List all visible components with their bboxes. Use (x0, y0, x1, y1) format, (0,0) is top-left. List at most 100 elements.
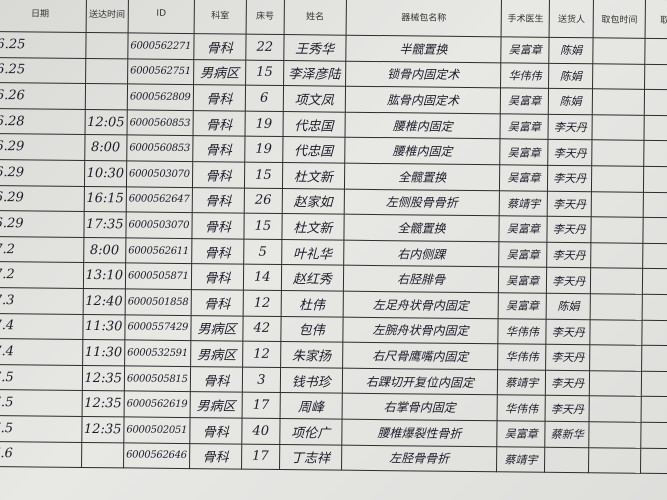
cell-instrument-package: 全髋置换 (344, 163, 501, 191)
cell-instrument-package: 左足舟状骨内固定 (342, 291, 499, 319)
cell-delivery-time: 17:35 (83, 211, 127, 238)
cell-department: 骨科 (193, 84, 246, 111)
cell-id: 6000502051 (123, 416, 191, 444)
cell-instrument-package: 右内侧踝 (343, 239, 500, 268)
cell-department: 骨科 (191, 212, 245, 239)
cell-date: 7.4 (0, 338, 83, 366)
cell-id: 6000557429 (124, 314, 192, 341)
cell-pickup-time (591, 165, 644, 192)
cell-date: 7.6 (0, 440, 82, 468)
cell-surgeon: 吴富章 (498, 292, 547, 319)
cell-instrument-package: 肱骨内固定术 (344, 86, 501, 114)
cell-surgeon: 蔡靖宇 (497, 369, 546, 396)
cell-patient-name: 朱家扬 (280, 341, 343, 368)
cell-patient-name: 赵红秀 (281, 264, 344, 292)
cell-bed-number: 12 (243, 290, 282, 317)
cell-pickup-time (591, 191, 644, 218)
cell-surgeon: 华伟伟 (500, 62, 550, 89)
cell-date: 6.29 (0, 159, 85, 187)
cell-pickup-person (644, 38, 667, 65)
cell-instrument-package: 全髋置换 (343, 214, 500, 242)
cell-patient-name: 钱书珍 (280, 367, 343, 394)
cell-department: 男病区 (193, 59, 246, 86)
cell-deliverer: 李天丹 (545, 370, 590, 397)
cell-pickup-time (588, 447, 641, 474)
cell-delivery-time (85, 32, 129, 59)
cell-date: 6.29 (0, 185, 84, 212)
cell-patient-name: 王秀华 (283, 34, 346, 61)
cell-id: 6000562619 (124, 391, 191, 418)
cell-deliverer: 蔡新华 (545, 421, 590, 448)
cell-deliverer (544, 446, 589, 473)
cell-pickup-person (644, 63, 667, 91)
cell-pickup-time (591, 216, 644, 244)
cell-deliverer: 陈娟 (548, 88, 593, 115)
cell-id: 6000562809 (127, 84, 194, 111)
cell-pickup-person (644, 89, 667, 116)
cell-delivery-time: 12:35 (81, 416, 125, 443)
cell-date: 7.4 (0, 313, 83, 340)
cell-deliverer: 李天丹 (547, 216, 592, 243)
cell-surgeon: 吴富章 (501, 36, 550, 63)
cell-pickup-time (590, 293, 643, 320)
cell-department: 男病区 (190, 315, 244, 342)
cell-deliverer: 李天丹 (547, 165, 592, 192)
cell-instrument-package: 右尺骨鹰嘴内固定 (342, 342, 499, 370)
cell-bed-number: 14 (243, 264, 282, 291)
cell-surgeon: 吴富章 (499, 215, 548, 243)
cell-pickup-person (643, 140, 667, 167)
cell-surgeon: 吴富章 (500, 113, 549, 140)
cell-department: 骨科 (192, 161, 245, 188)
cell-pickup-person (641, 345, 667, 372)
cell-id: 6000562611 (125, 237, 192, 264)
cell-date: 6.25 (0, 57, 86, 84)
delivery-log-sheet: 日期 送达时间 ID 科室 床号 姓名 器械包名称 手术医生 送货人 取包时间 取包 6.25 600… (0, 0, 667, 474)
cell-patient-name: 丁志祥 (279, 444, 342, 471)
cell-pickup-person (644, 115, 667, 142)
cell-pickup-time (589, 370, 642, 397)
cell-surgeon: 蔡靖宇 (496, 446, 546, 473)
cell-pickup-person (640, 422, 667, 449)
cell-bed-number: 17 (241, 392, 281, 419)
cell-date: 7.3 (0, 287, 83, 314)
cell-delivery-time: 12:40 (82, 288, 126, 315)
cell-bed-number: 15 (244, 162, 283, 189)
cell-pickup-time (588, 421, 642, 448)
cell-surgeon: 蔡靖宇 (499, 190, 548, 217)
cell-department: 骨科 (189, 443, 242, 470)
header-pickup-time: 取包时间 (593, 0, 646, 39)
header-instrument-package: 器械包名称 (345, 0, 502, 37)
cell-pickup-time (591, 140, 645, 167)
cell-patient-name: 杜文新 (282, 162, 345, 189)
cell-bed-number: 26 (244, 187, 283, 214)
cell-pickup-time (589, 396, 642, 423)
cell-id: 6000503070 (126, 160, 193, 188)
cell-patient-name: 杜伟 (280, 290, 344, 317)
cell-pickup-time (590, 242, 644, 269)
cell-date: 6.28 (0, 108, 85, 135)
cell-bed-number: 15 (245, 59, 284, 86)
cell-pickup-time (592, 63, 645, 90)
cell-date: 7.5 (0, 364, 83, 391)
cell-pickup-time (593, 37, 646, 64)
cell-deliverer: 陈娟 (549, 37, 594, 64)
cell-delivery-time: 11:30 (82, 339, 125, 366)
cell-patient-name: 赵家如 (281, 188, 345, 215)
delivery-log-table: 日期 送达时间 ID 科室 床号 姓名 器械包名称 手术医生 送货人 取包时间 取包 6.25 600… (0, 0, 667, 474)
cell-id: 6000532591 (124, 340, 191, 367)
header-bed-number: 床号 (245, 0, 285, 35)
cell-surgeon: 吴富章 (498, 267, 547, 294)
cell-deliverer: 李天丹 (546, 242, 592, 269)
header-patient-name: 姓名 (283, 0, 347, 36)
cell-pickup-person (641, 319, 667, 346)
cell-surgeon: 华伟伟 (497, 343, 547, 371)
cell-department: 骨科 (193, 33, 246, 60)
cell-id: 6000562271 (127, 32, 195, 60)
cell-delivery-time: 12:35 (81, 365, 125, 392)
cell-deliverer: 李天丹 (545, 344, 591, 371)
cell-bed-number: 5 (243, 238, 282, 265)
cell-patient-name: 代忠国 (282, 111, 345, 138)
header-deliverer: 送货人 (549, 0, 594, 38)
header-surgeon: 手术医生 (501, 0, 550, 38)
cell-id: 6000505871 (125, 263, 192, 290)
